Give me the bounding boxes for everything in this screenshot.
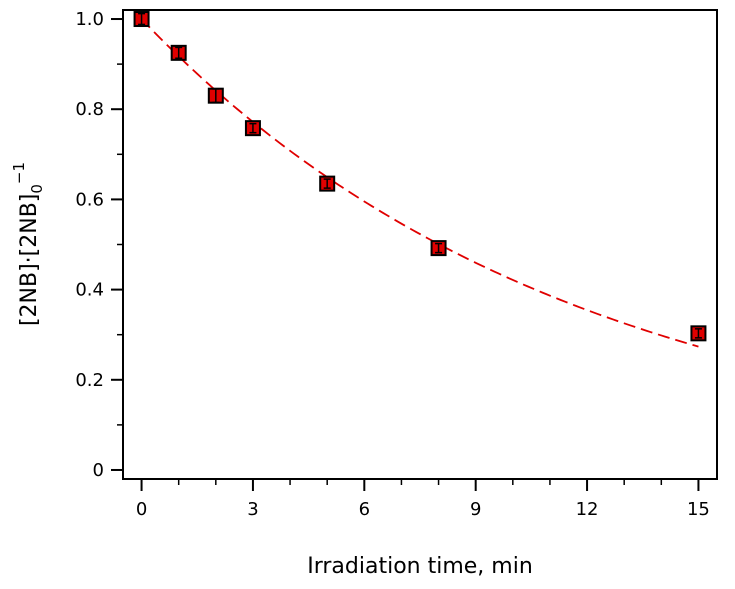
y-tick-label-0.4: 0.4 [75,280,104,301]
x-tick-label-9: 9 [470,499,481,520]
y-axis-label-superscript: −1 [10,162,28,184]
data-point-0 [133,11,150,28]
data-point-3 [244,120,261,137]
data-point-2 [207,87,224,104]
fit-layer [140,18,699,348]
y-tick-label-1: 1.0 [75,9,104,30]
x-tick-label-6: 6 [359,499,370,520]
y-tick-label-0.6: 0.6 [75,189,104,210]
data-point-8 [430,240,447,257]
y-axis-label-subscript: 0 [28,184,46,194]
x-axis: 0 3 6 9 12 15 [136,479,710,520]
y-axis-label: [2NB]·[2NB]0−1 [10,162,46,326]
y-tick-label-0.8: 0.8 [75,99,104,120]
x-axis-label: Irradiation time, min [307,554,533,579]
data-point-1 [170,44,187,61]
data-points [133,11,707,342]
y-axis-label-base: [2NB]·[2NB] [17,194,42,326]
plot-frame [122,9,718,480]
x-tick-label-12: 12 [576,499,599,520]
x-tick-label-0: 0 [136,499,147,520]
fit-curve [140,18,699,348]
data-point-15 [690,325,707,342]
x-tick-label-3: 3 [247,499,258,520]
data-point-5 [319,175,336,192]
y-tick-label-0.2: 0.2 [75,370,104,391]
y-axis: 0 0.2 0.4 0.6 0.8 1.0 [75,9,123,481]
y-tick-label-0: 0 [93,460,104,481]
x-tick-label-15: 15 [687,499,710,520]
